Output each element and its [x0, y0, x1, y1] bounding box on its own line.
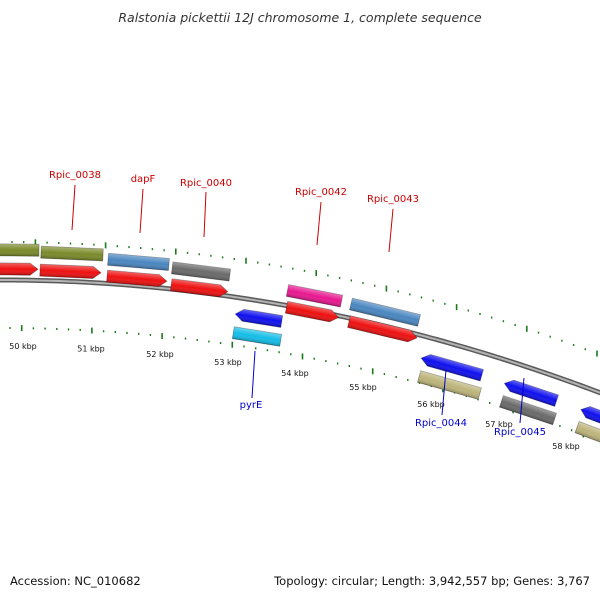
gene-labels: Rpic_0038 dapF Rpic_0040 Rpic_0042 Rpic_0043… [49, 170, 546, 438]
gene-feature [349, 297, 421, 327]
gene-label-pyrE: pyrE [240, 400, 263, 411]
gene-label-Rpic_0045: Rpic_0045 [494, 427, 546, 438]
label-leader-line [139, 188, 144, 234]
gene-feature [499, 395, 557, 426]
gene-arrow-forward [106, 269, 168, 287]
gene-feature [285, 284, 344, 308]
gene-arrow-forward [284, 300, 340, 323]
gene-arrow-reverse [234, 308, 284, 328]
gene-feature [0, 243, 40, 257]
gene-feature [107, 252, 170, 271]
label-leader-line [441, 369, 447, 416]
label-leader-line [519, 377, 525, 424]
gene-label-Rpic_0042: Rpic_0042 [295, 187, 347, 198]
gene-features [0, 243, 600, 446]
gene-feature [231, 326, 283, 347]
gene-feature [574, 420, 600, 446]
map-title: Ralstonia pickettii 12J chromosome 1, co… [118, 10, 482, 25]
kbp-label: 51 kbp [77, 344, 105, 353]
gene-label-Rpic_0044: Rpic_0044 [415, 418, 467, 429]
gene-feature [171, 261, 231, 282]
gene-arrow-forward [347, 315, 418, 343]
kbp-label: 52 kbp [146, 350, 174, 359]
gene-arrow-reverse [503, 379, 559, 407]
label-leader-line [203, 191, 207, 238]
gene-label-Rpic_0038: Rpic_0038 [49, 170, 101, 181]
gene-label-Rpic_0043: Rpic_0043 [367, 194, 419, 205]
gene-arrow-forward [39, 263, 102, 279]
kbp-label: 57 kbp [485, 420, 513, 429]
gene-feature [417, 370, 482, 400]
kbp-label: 53 kbp [214, 358, 242, 367]
gene-arrow-forward [170, 278, 229, 298]
label-leader-line [71, 184, 76, 231]
gene-feature [40, 245, 104, 262]
gene-arrow-reverse [580, 406, 600, 427]
kbp-label: 54 kbp [281, 369, 309, 378]
kbp-labels: 50 kbp 51 kbp 52 kbp 53 kbp 54 kbp 55 kbp 56 k… [9, 342, 580, 451]
kbp-label: 55 kbp [349, 383, 377, 392]
label-leader-line [251, 350, 256, 399]
kbp-label: 58 kbp [552, 442, 580, 451]
kbp-label: 50 kbp [9, 342, 37, 351]
gene-arrow-reverse [420, 354, 484, 382]
kbp-label: 56 kbp [417, 400, 445, 409]
accession-text: Accession: NC_010682 [10, 574, 141, 588]
genome-stats-text: Topology: circular; Length: 3,942,557 bp… [274, 574, 590, 588]
label-leader-line [316, 201, 322, 246]
gene-label-dapF: dapF [131, 174, 156, 185]
gene-arrow-forward [0, 262, 39, 276]
label-leader-line [388, 208, 394, 253]
gene-label-Rpic_0040: Rpic_0040 [180, 178, 232, 189]
